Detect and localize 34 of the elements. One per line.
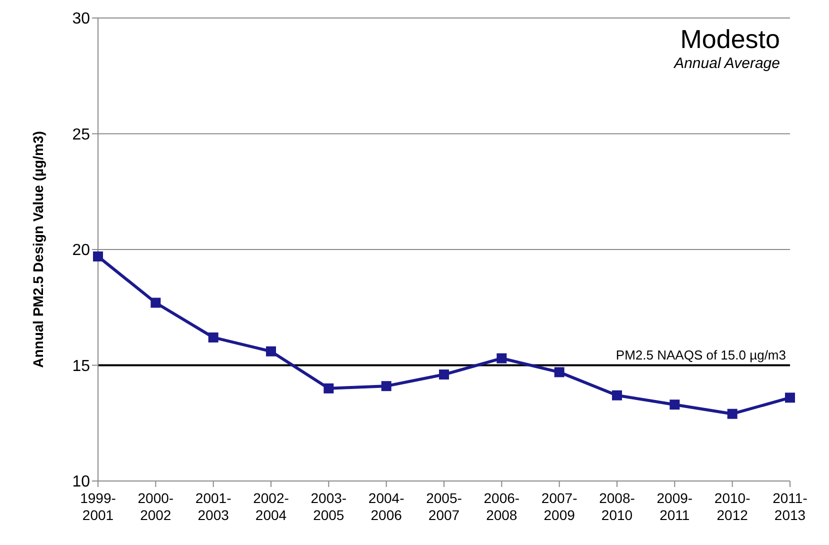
point: [150, 298, 161, 308]
x-tick-label: 2010-2012: [714, 490, 751, 523]
point: [208, 332, 218, 342]
x-tick-label: 2001-2003: [195, 490, 232, 523]
x-tick-label: 2003-2005: [310, 490, 347, 523]
x-tick-label: 1999-2001: [80, 490, 116, 523]
x-tick-label: 2005-2007: [426, 490, 462, 523]
point: [324, 383, 334, 394]
x-tick-label: 2007-2009: [541, 490, 578, 523]
point: [439, 370, 449, 380]
point: [496, 353, 507, 364]
x-tick-label: 2000-2002: [138, 490, 174, 523]
point: [727, 408, 738, 419]
x-tick-label: 2011-2013: [772, 490, 808, 523]
point: [554, 367, 564, 378]
chart-title: Modesto: [679, 24, 780, 55]
point: [785, 392, 795, 403]
y-tick-label: 15: [72, 358, 90, 375]
y-tick-label: 25: [72, 126, 90, 144]
y-tick-label: 30: [72, 10, 90, 28]
x-tick-label: 2008-2010: [599, 490, 636, 523]
x-tick-label: 2009-2011: [656, 490, 693, 523]
point: [266, 346, 276, 356]
x-tick-label: 2002-2004: [253, 490, 290, 523]
point: [381, 381, 392, 392]
ref-line-label: PM2.5 NAAQS of 15.0 µg/m3: [616, 347, 786, 362]
y-axis-title: Annual PM2.5 Design Value (µg/m3): [30, 131, 46, 368]
text: Annual Average: [674, 55, 780, 72]
y-tick-label: 10: [72, 474, 90, 491]
x-tick-label: 2004-2006: [368, 490, 405, 523]
point: [612, 390, 622, 400]
x-tick-label: 2006-2008: [484, 490, 520, 523]
point: [670, 400, 680, 410]
y-tick-label: 20: [72, 242, 90, 260]
